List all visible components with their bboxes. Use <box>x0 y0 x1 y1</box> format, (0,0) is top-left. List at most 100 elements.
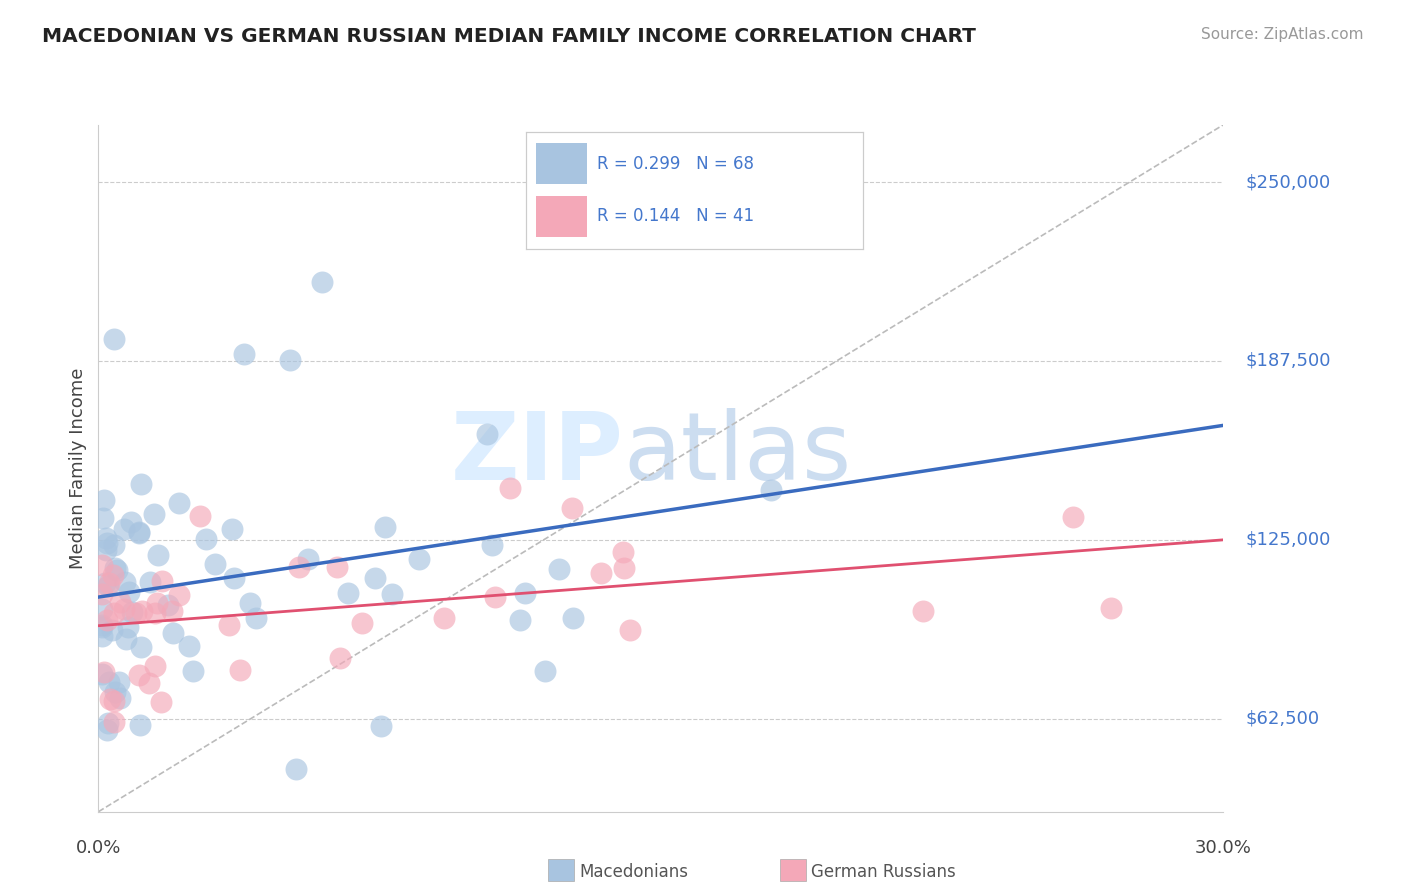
Point <box>145 596 167 610</box>
Point <box>619 623 641 637</box>
Text: $62,500: $62,500 <box>1246 710 1320 728</box>
Point <box>547 562 569 576</box>
Point <box>128 718 150 732</box>
Point <box>108 595 131 609</box>
Point <box>232 347 254 361</box>
Point <box>181 664 204 678</box>
Point <box>285 762 308 776</box>
Point <box>129 477 152 491</box>
Point <box>104 685 127 699</box>
Point <box>98 674 121 689</box>
Point <box>326 559 349 574</box>
Point <box>101 568 124 582</box>
Point <box>481 538 503 552</box>
Point <box>108 674 131 689</box>
Point <box>150 574 173 588</box>
Point <box>433 610 456 624</box>
Text: MACEDONIAN VS GERMAN RUSSIAN MEDIAN FAMILY INCOME CORRELATION CHART: MACEDONIAN VS GERMAN RUSSIAN MEDIAN FAMI… <box>42 27 976 45</box>
Point <box>143 607 166 621</box>
Point <box>96 613 118 627</box>
Point <box>350 616 373 631</box>
Point <box>101 623 124 637</box>
Point <box>91 602 114 616</box>
Point <box>103 606 125 620</box>
Point <box>117 620 139 634</box>
Text: ZIP: ZIP <box>450 408 623 500</box>
Point <box>150 695 173 709</box>
Point <box>370 719 392 733</box>
Point <box>128 526 150 541</box>
Point <box>125 607 148 621</box>
Point <box>761 483 783 498</box>
Point <box>103 538 125 552</box>
Text: German Russians: German Russians <box>811 863 956 881</box>
Text: $187,500: $187,500 <box>1246 352 1331 370</box>
Point <box>612 544 634 558</box>
Point <box>167 496 190 510</box>
Point <box>311 275 333 289</box>
Point <box>91 618 114 632</box>
Point <box>94 532 117 546</box>
Point <box>288 560 311 574</box>
Point <box>93 665 115 679</box>
Point <box>98 576 121 591</box>
Point <box>509 613 531 627</box>
Point <box>229 664 252 678</box>
Point <box>912 604 935 618</box>
Point <box>128 668 150 682</box>
Point <box>562 610 585 624</box>
Point <box>484 591 506 605</box>
Point <box>139 575 162 590</box>
Point <box>93 493 115 508</box>
Point <box>96 579 118 593</box>
Point <box>222 571 245 585</box>
Text: atlas: atlas <box>623 408 852 500</box>
Point <box>142 507 165 521</box>
Point <box>329 651 352 665</box>
Point <box>374 520 396 534</box>
Point <box>118 585 141 599</box>
Point <box>336 585 359 599</box>
Text: Source: ZipAtlas.com: Source: ZipAtlas.com <box>1201 27 1364 42</box>
Point <box>121 605 143 619</box>
Point <box>128 525 150 540</box>
Point <box>114 632 136 646</box>
Point <box>91 558 114 572</box>
Point <box>245 611 267 625</box>
Point <box>160 604 183 618</box>
Point <box>499 481 522 495</box>
Point <box>105 563 128 577</box>
Point <box>589 566 612 581</box>
Point <box>162 626 184 640</box>
Point <box>96 536 118 550</box>
Text: 30.0%: 30.0% <box>1195 839 1251 857</box>
Y-axis label: Median Family Income: Median Family Income <box>69 368 87 569</box>
Point <box>94 542 117 557</box>
Point <box>146 548 169 562</box>
Point <box>103 332 125 346</box>
Point <box>91 586 114 600</box>
Text: 0.0%: 0.0% <box>76 839 121 857</box>
Point <box>561 501 583 516</box>
Point <box>131 604 153 618</box>
Point <box>103 715 125 730</box>
Point <box>297 552 319 566</box>
Point <box>364 571 387 585</box>
Point <box>408 552 430 566</box>
Point <box>204 557 226 571</box>
Point <box>91 511 114 525</box>
Point <box>513 585 536 599</box>
Point <box>112 602 135 616</box>
Point <box>138 676 160 690</box>
Point <box>188 509 211 524</box>
Point <box>91 667 114 681</box>
Text: $125,000: $125,000 <box>1246 531 1331 549</box>
Point <box>129 640 152 655</box>
Point <box>143 658 166 673</box>
Point <box>104 561 127 575</box>
Point <box>103 694 125 708</box>
Point <box>280 352 302 367</box>
Point <box>195 533 218 547</box>
Text: Macedonians: Macedonians <box>579 863 689 881</box>
Point <box>114 574 136 589</box>
